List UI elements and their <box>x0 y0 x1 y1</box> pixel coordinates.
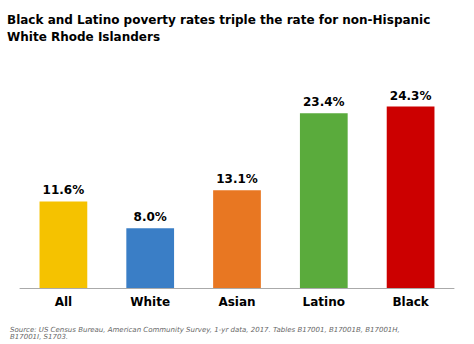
svg-text:B17001I, S1703.: B17001I, S1703. <box>10 333 68 341</box>
svg-text:23.4%: 23.4% <box>303 95 345 109</box>
svg-text:Black: Black <box>392 295 429 309</box>
svg-text:White: White <box>130 295 170 309</box>
svg-text:White Rhode Islanders: White Rhode Islanders <box>7 30 160 44</box>
svg-text:Latino: Latino <box>303 295 345 309</box>
svg-text:Source: US Census Bureau, Amer: Source: US Census Bureau, American Commu… <box>10 326 402 334</box>
svg-text:13.1%: 13.1% <box>216 172 258 186</box>
svg-text:All: All <box>55 295 73 309</box>
svg-text:8.0%: 8.0% <box>134 210 167 224</box>
svg-text:Asian: Asian <box>218 295 255 309</box>
svg-text:Black and Latino poverty rates: Black and Latino poverty rates triple th… <box>7 13 430 27</box>
svg-text:11.6%: 11.6% <box>43 183 85 197</box>
svg-text:24.3%: 24.3% <box>390 89 432 103</box>
